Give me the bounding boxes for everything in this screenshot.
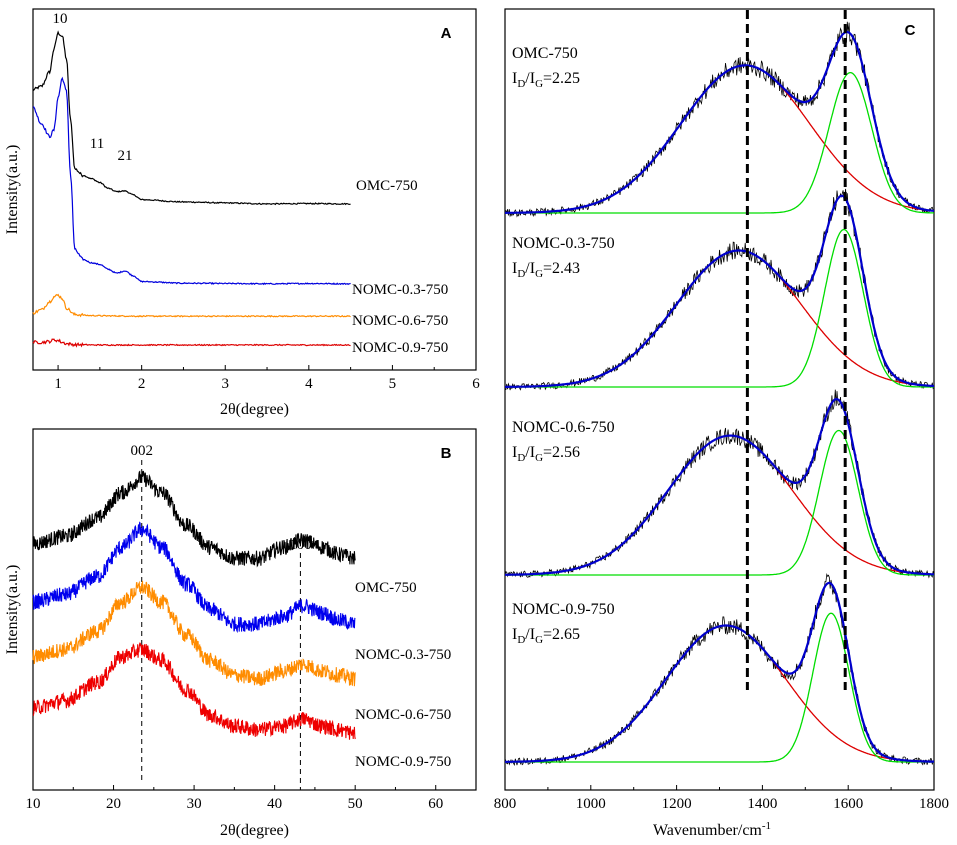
panel-a-xtick-label: 4 [305,376,313,392]
panel-b-xtick-label: 30 [187,796,202,812]
panel-c-frame [504,8,935,791]
panel-b-series-label: NOMC-0.9-750 [355,754,451,770]
panel-a-frame [32,8,477,371]
panel-c-fit-NOMC-0.9-750 [505,581,935,763]
panel-a-letter: A [441,25,452,42]
panel-c-g-band-NOMC-0.3-750 [505,228,934,388]
panel-a-series-label: NOMC-0.6-750 [352,313,448,329]
panel-a: 1 2 3 4 5 6 2θ(degree) Intensity(a.u.) A OMC-750 N… [4,8,480,418]
panel-c-ratio-label: ID/IG=2.43 [512,260,580,280]
panel-b-frame [32,428,477,791]
panel-c-sample-label: OMC-750 [512,45,578,62]
panel-c-xtick-label: 1200 [662,796,692,812]
panel-b-ylabel: Intensity(a.u.) [4,565,21,655]
panel-c-xtick-label: 800 [494,796,517,812]
panel-c-raw-NOMC-0.6-750 [504,389,935,579]
panel-a-series-label: NOMC-0.9-750 [352,340,448,356]
panel-c-g-band-NOMC-0.9-750 [505,612,934,763]
panel-b-series-NOMC-0.6-750 [32,580,356,687]
panel-b-xlabel: 2θ(degree) [220,822,289,839]
panel-c-xtick-label: 1000 [576,796,606,812]
panel-a-peak-label: 11 [90,136,104,152]
panel-b-letter: B [441,445,452,462]
panel-a-xtick-label: 2 [138,376,146,392]
panel-c-sample-label: NOMC-0.6-750 [512,419,615,436]
panel-a-series-OMC-750 [32,30,351,206]
panel-b: 10 20 30 40 50 60 2θ(degree) Intensity(a.u.) B 00… [4,428,477,839]
panel-b-series-OMC-750 [32,470,356,568]
panel-b-series-label: OMC-750 [355,580,417,596]
panel-a-series-label: OMC-750 [356,178,418,194]
panel-b-xtick-label: 60 [428,796,443,812]
panel-a-series-NOMC-0.9-750 [32,338,351,348]
panel-c-fit-NOMC-0.3-750 [505,194,934,388]
panel-b-series-label: NOMC-0.3-750 [355,647,451,663]
panel-c-xlabel: Wavenumber/cm-1 [653,820,771,839]
panel-b-xtick-label: 10 [26,796,41,812]
panel-c-fit-OMC-750 [505,30,935,214]
panel-a-xtick-label: 1 [54,376,62,392]
panel-c-sample-label: NOMC-0.9-750 [512,601,615,618]
panel-b-xtick-label: 40 [267,796,282,812]
panel-b-series-label: NOMC-0.6-750 [355,707,451,723]
panel-a-peak-label: 10 [53,11,68,27]
panel-c-fit-NOMC-0.6-750 [505,397,934,576]
panel-b-xtick-label: 50 [348,796,363,812]
panel-a-xlabel: 2θ(degree) [220,401,289,418]
panel-a-series-NOMC-0.3-750 [32,76,351,286]
panel-a-series-label: NOMC-0.3-750 [352,282,448,298]
panel-c-xtick-label: 1600 [833,796,863,812]
panel-b-peak-label-002: 002 [130,443,153,459]
panel-c: 800 1000 1200 1400 1600 1800 Wavenumber/cm-1 C O… [494,8,949,839]
panel-c-sample-label: NOMC-0.3-750 [512,235,615,252]
panel-a-xtick-label: 6 [472,376,480,392]
panel-a-ylabel: Intensity(a.u.) [4,145,21,235]
panel-a-xtick-label: 5 [389,376,397,392]
panel-a-peak-label: 21 [118,148,133,164]
panel-c-raw-NOMC-0.3-750 [504,188,935,391]
panel-b-series-NOMC-0.3-750 [32,521,356,634]
panel-c-letter: C [905,22,916,39]
panel-c-g-band-OMC-750 [505,71,934,214]
panel-c-ratio-label: ID/IG=2.65 [512,626,580,646]
panel-b-series-NOMC-0.9-750 [32,642,356,740]
panel-b-xtick-label: 20 [106,796,121,812]
panel-c-xtick-label: 1400 [747,796,777,812]
panel-c-xtick-label: 1800 [919,796,949,812]
panel-c-ratio-label: ID/IG=2.56 [512,444,580,464]
panel-a-xtick-label: 3 [221,376,229,392]
panel-c-g-band-NOMC-0.6-750 [505,429,934,576]
panel-a-series-NOMC-0.6-750 [32,293,351,318]
panel-c-ratio-label: ID/IG=2.25 [512,70,580,90]
panel-c-d-band-OMC-750 [505,64,935,214]
